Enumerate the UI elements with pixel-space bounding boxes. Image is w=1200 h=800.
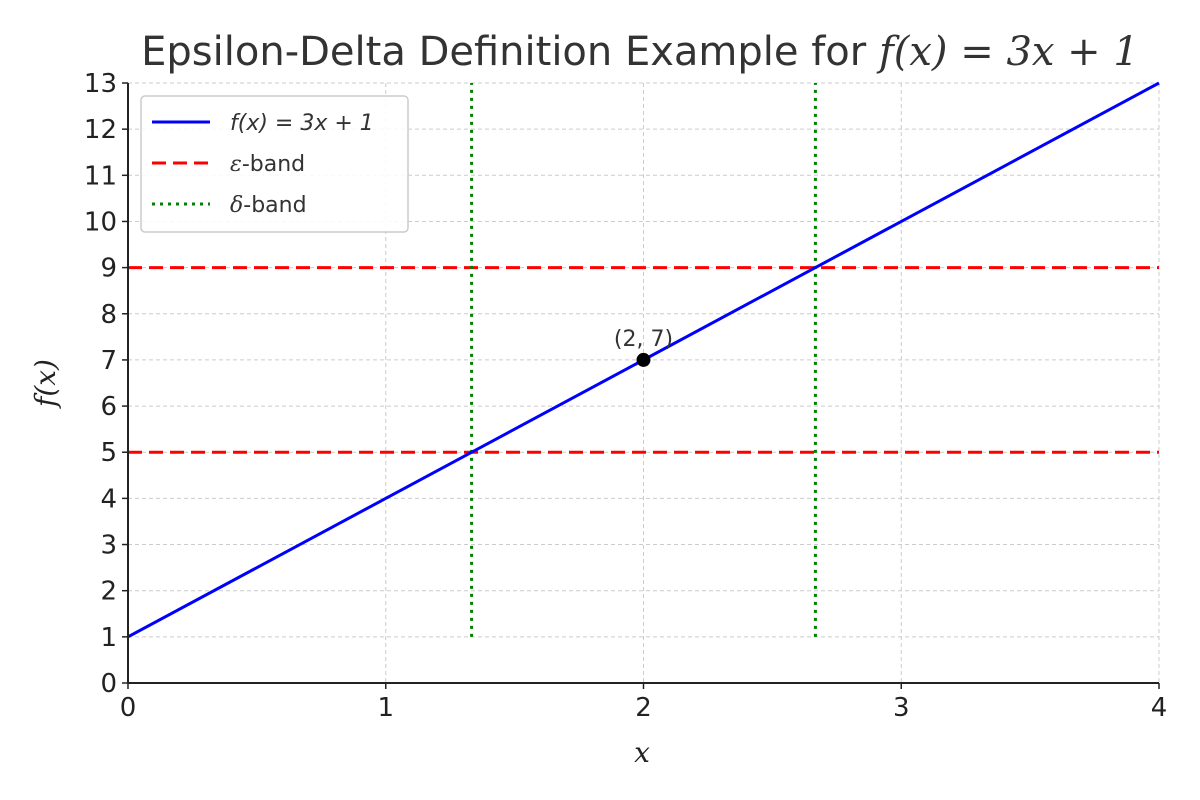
y-tick-label: 4 bbox=[100, 484, 117, 514]
point-label: (2, 7) bbox=[614, 327, 673, 352]
x-tick-label: 0 bbox=[120, 693, 137, 723]
y-tick-label: 13 bbox=[84, 69, 117, 99]
point-marker bbox=[636, 352, 651, 367]
x-tick-label: 2 bbox=[635, 693, 652, 723]
y-tick-label: 10 bbox=[84, 207, 117, 237]
y-tick-label: 5 bbox=[100, 438, 117, 468]
x-axis-label: x bbox=[634, 736, 650, 769]
y-tick-label: 8 bbox=[100, 300, 117, 330]
y-tick-label: 11 bbox=[84, 161, 117, 191]
bands bbox=[128, 83, 1159, 637]
y-tick-label: 7 bbox=[100, 346, 117, 376]
y-tick-label: 0 bbox=[100, 669, 117, 699]
legend: f(x) = 3x + 1 ε-band δ-band bbox=[140, 95, 409, 233]
legend-label: f(x) = 3x + 1 bbox=[230, 111, 374, 136]
points: (2, 7) bbox=[614, 327, 673, 367]
chart-title: Epsilon-Delta Definition Example for f(x… bbox=[141, 29, 1139, 75]
y-tick-label: 12 bbox=[84, 115, 117, 145]
y-axis-label: f(x) bbox=[29, 359, 62, 409]
y-tick-label: 6 bbox=[100, 392, 117, 422]
x-tick-label: 4 bbox=[1151, 693, 1168, 723]
y-tick-label: 1 bbox=[100, 623, 117, 653]
y-tick-label: 9 bbox=[100, 254, 117, 284]
y-tick-label: 3 bbox=[100, 531, 117, 561]
x-tick-label: 3 bbox=[893, 693, 910, 723]
y-tick-label: 2 bbox=[100, 577, 117, 607]
legend-box bbox=[140, 95, 409, 233]
legend-label: ε-band bbox=[230, 152, 305, 177]
legend-label: δ-band bbox=[230, 193, 307, 218]
x-tick-label: 1 bbox=[377, 693, 394, 723]
